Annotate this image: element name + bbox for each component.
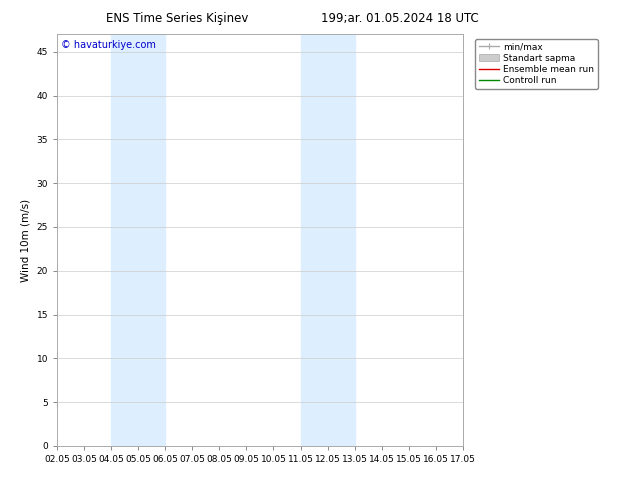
Y-axis label: Wind 10m (m/s): Wind 10m (m/s): [21, 198, 31, 282]
Legend: min/max, Standart sapma, Ensemble mean run, Controll run: min/max, Standart sapma, Ensemble mean r…: [476, 39, 598, 89]
Bar: [301, 34, 354, 446]
Text: 199;ar. 01.05.2024 18 UTC: 199;ar. 01.05.2024 18 UTC: [321, 12, 478, 25]
Text: ENS Time Series Kişinev: ENS Time Series Kişinev: [107, 12, 249, 25]
Text: © havaturkiye.com: © havaturkiye.com: [61, 41, 156, 50]
Bar: [111, 34, 165, 446]
